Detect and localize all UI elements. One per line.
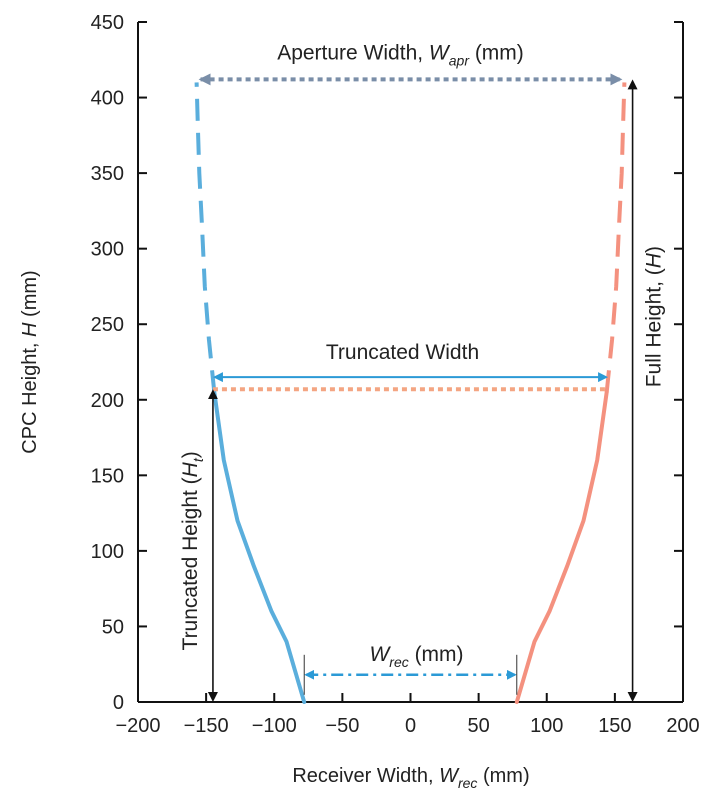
aperture-width-label: Aperture Width, Wapr (mm)	[277, 41, 524, 68]
x-tick-label: −150	[184, 715, 229, 737]
y-tick-label: 0	[113, 692, 124, 714]
annotation-layer: Aperture Width, Wapr (mm) Truncated Width…	[179, 41, 666, 702]
full-height-label: Full Height, (H)	[643, 246, 666, 387]
x-tick-label: −50	[325, 715, 359, 737]
x-tick-label: −200	[115, 715, 160, 737]
truncated-height-label: Truncated Height (Ht)	[179, 451, 206, 650]
truncated-width-label: Truncated Width	[326, 341, 479, 364]
x-tick-label: 150	[598, 715, 631, 737]
x-tick-label: −100	[252, 715, 297, 737]
y-tick-label: 250	[91, 314, 124, 336]
y-tick-label: 450	[91, 12, 124, 34]
series-layer	[194, 82, 627, 704]
y-tick-label: 300	[91, 239, 124, 261]
y-tick-label: 400	[91, 88, 124, 110]
y-tick-label: 150	[91, 465, 124, 487]
y-tick-label: 350	[91, 163, 124, 185]
y-axis-title: CPC Height, H (mm)	[19, 270, 41, 453]
x-tick-label: 0	[405, 715, 416, 737]
y-tick-label: 100	[91, 541, 124, 563]
right-profile-solid	[514, 390, 609, 704]
x-tick-label: 100	[530, 715, 563, 737]
y-tick-label: 200	[91, 390, 124, 412]
tick-layer: −200 −150 −100 −50 0 50 100 150 200 0 50 100 150 200 2…	[91, 12, 700, 737]
left-profile-solid	[212, 390, 307, 704]
x-tick-label: 50	[468, 715, 490, 737]
left-profile-dashed	[194, 82, 217, 393]
right-profile-dashed	[604, 82, 627, 393]
x-axis-title: Receiver Width, Wrec (mm)	[292, 765, 529, 791]
receiver-width-label: Wrec (mm)	[369, 643, 463, 670]
x-tick-label: 200	[666, 715, 699, 737]
y-tick-label: 50	[102, 616, 124, 638]
